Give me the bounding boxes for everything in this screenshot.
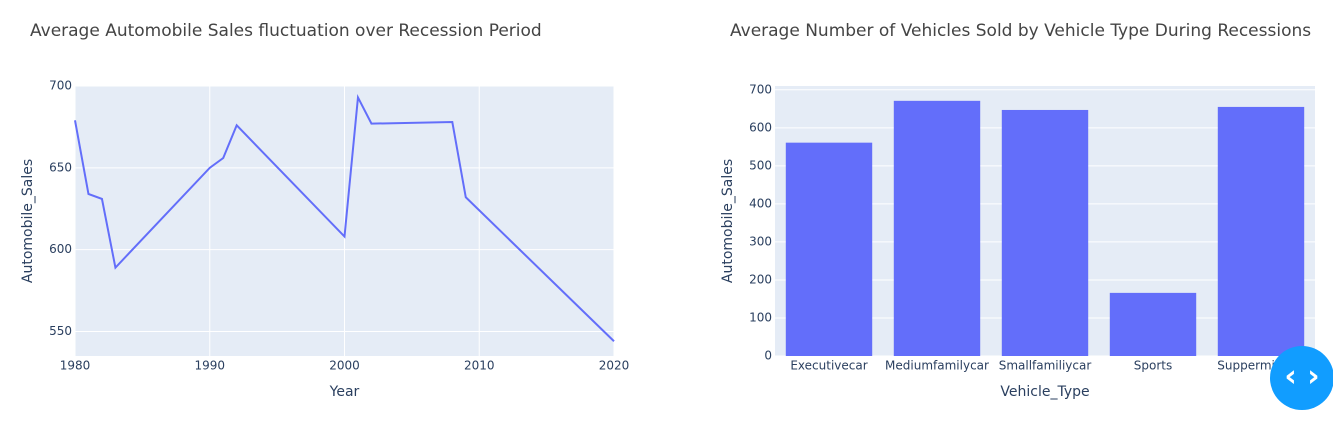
line <box>74 93 615 342</box>
x-tick-label: Sports <box>1134 359 1172 373</box>
bar <box>785 142 873 356</box>
x-axis-title: Vehicle_Type <box>1000 384 1089 400</box>
chart-title: Average Automobile Sales fluctuation ove… <box>30 21 542 41</box>
x-tick-label: 1990 <box>194 359 225 373</box>
y-tick-label: 700 <box>749 82 772 96</box>
y-tick-label: 600 <box>749 120 772 134</box>
x-tick-label: Executivecar <box>790 359 867 373</box>
x-tick-label: Smallfamiliycar <box>999 359 1092 373</box>
y-tick-label: 500 <box>749 158 772 172</box>
bar <box>893 100 981 356</box>
x-tick-label: Mediumfamilycar <box>885 359 989 373</box>
y-tick-label: 650 <box>49 160 72 174</box>
y-tick-label: 550 <box>49 324 72 338</box>
x-tick-label: 1980 <box>60 359 91 373</box>
x-tick-label: 2000 <box>329 359 360 373</box>
x-tick-label: 2020 <box>599 359 630 373</box>
bar <box>1217 106 1305 356</box>
x-tick-label: 2010 <box>464 359 495 373</box>
x-axis-title: Year <box>329 384 360 400</box>
y-tick-label: 0 <box>764 349 772 363</box>
bar <box>1001 109 1089 356</box>
y-axis-title: Automobile_Sales <box>20 159 36 283</box>
y-tick-label: 700 <box>49 79 72 93</box>
y-tick-label: 400 <box>749 196 772 210</box>
y-axis-title: Automobile_Sales <box>720 159 736 283</box>
bar <box>1109 292 1197 356</box>
y-tick-label: 200 <box>749 272 772 286</box>
nav-button[interactable]: ‹ › <box>1270 346 1333 410</box>
chart-title: Average Number of Vehicles Sold by Vehic… <box>730 21 1311 41</box>
y-tick-label: 600 <box>49 242 72 256</box>
y-tick-label: 100 <box>749 310 772 324</box>
y-tick-label: 300 <box>749 234 772 248</box>
